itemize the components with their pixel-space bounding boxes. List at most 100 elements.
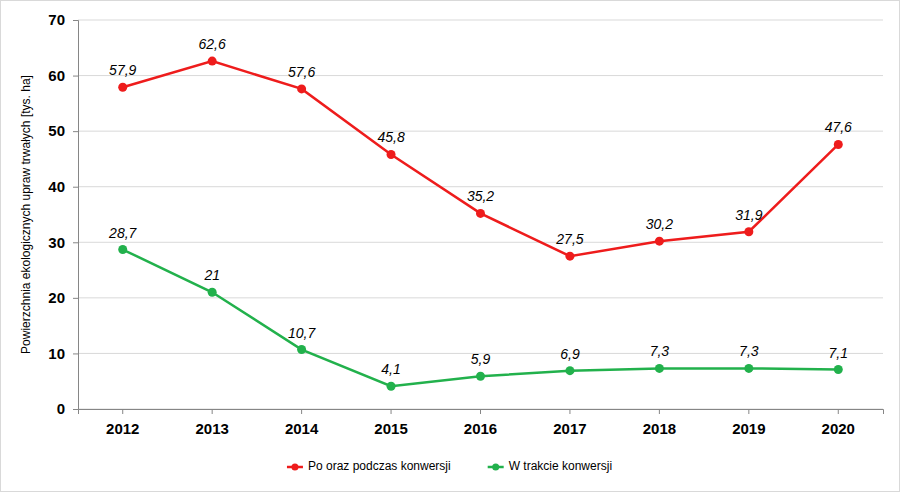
x-tick-label: 2013	[195, 420, 228, 437]
y-tick-mark	[73, 409, 78, 410]
x-tick-mark	[122, 409, 123, 414]
y-tick-mark	[73, 76, 78, 77]
y-axis-line	[73, 21, 79, 410]
series-marker	[834, 365, 843, 374]
y-tick-mark	[73, 242, 78, 243]
x-tick: 2020	[822, 409, 855, 437]
data-label: 21	[203, 267, 220, 283]
y-tick: 30	[48, 234, 78, 251]
x-tick-label: 2017	[553, 420, 586, 437]
y-tick: 10	[48, 345, 78, 362]
series-marker	[118, 245, 127, 254]
x-tick-label: 2020	[822, 420, 855, 437]
data-label: 31,9	[735, 207, 762, 223]
data-label: 6,9	[560, 346, 580, 362]
y-tick-label: 20	[48, 289, 65, 306]
y-tick-label: 40	[48, 178, 65, 195]
series-marker	[744, 227, 753, 236]
y-tick-mark	[73, 131, 78, 132]
y-tick: 0	[57, 400, 78, 417]
x-tick: 2013	[195, 409, 228, 437]
series-marker	[744, 364, 753, 373]
series-line	[123, 61, 839, 256]
y-tick: 70	[48, 11, 78, 28]
y-tick-mark	[73, 353, 78, 354]
x-tick-mark	[480, 409, 481, 414]
series-marker	[565, 252, 574, 261]
series-line	[123, 250, 839, 387]
x-tick-mark	[659, 409, 660, 414]
x-tick: 2016	[464, 409, 497, 437]
x-tick-mark	[838, 409, 839, 414]
data-labels: 57,9 62,6 57,6 45,8 35,2 27,5 30,2 31,9 47,6 28,7…	[108, 36, 852, 377]
series-marker	[118, 83, 127, 92]
grid-line	[78, 20, 883, 21]
x-tick-mark	[212, 409, 213, 414]
y-tick-label: 30	[48, 234, 65, 251]
data-label: 62,6	[199, 36, 226, 52]
series-marker	[297, 84, 306, 93]
data-label: 45,8	[377, 129, 404, 145]
legend-label: W trakcie konwersji	[509, 459, 612, 473]
data-label: 10,7	[288, 325, 316, 341]
chart: 0102030405060702012201320142015201620172…	[0, 0, 900, 492]
grid-line	[78, 297, 883, 298]
series-marker	[387, 150, 396, 159]
x-tick: 2019	[732, 409, 765, 437]
grid	[78, 20, 883, 409]
y-tick: 40	[48, 178, 78, 195]
series-marker	[476, 209, 485, 218]
chart-border	[1, 1, 900, 492]
data-label: 30,2	[646, 216, 673, 232]
legend-marker	[492, 464, 499, 471]
x-tick-label: 2014	[285, 420, 319, 437]
x-tick: 2017	[553, 409, 586, 437]
x-tick-mark	[301, 409, 302, 414]
data-label: 57,9	[109, 62, 136, 78]
x-tick: 2012	[106, 409, 139, 437]
data-label: 47,6	[825, 119, 852, 135]
x-tick-label: 2018	[643, 420, 676, 437]
series-marker	[297, 345, 306, 354]
series-marker	[834, 140, 843, 149]
y-tick-label: 50	[48, 122, 65, 139]
x-tick-mark	[569, 409, 570, 414]
x-tick-mark	[391, 409, 392, 414]
grid-line	[78, 75, 883, 76]
y-tick-mark	[73, 298, 78, 299]
x-tick: 2015	[374, 409, 407, 437]
y-tick-label: 70	[48, 11, 65, 28]
x-tick-mark	[748, 409, 749, 414]
plot-area	[118, 57, 843, 391]
data-label: 28,7	[108, 225, 137, 241]
series-marker	[655, 364, 664, 373]
y-tick: 60	[48, 67, 78, 84]
data-label: 4,1	[381, 361, 400, 377]
series-marker	[208, 288, 217, 297]
x-tick-label: 2015	[374, 420, 407, 437]
series-marker	[387, 382, 396, 391]
data-label: 35,2	[467, 188, 494, 204]
y-tick-mark	[73, 20, 78, 21]
x-tick: 2018	[643, 409, 676, 437]
x-tick: 2014	[285, 409, 319, 437]
data-label: 57,6	[288, 64, 315, 80]
data-label: 7,3	[650, 343, 670, 359]
y-axis-title: Powierzchnia ekologicznych upraw trwałyc…	[19, 75, 33, 354]
data-label: 7,3	[739, 343, 759, 359]
grid-line	[78, 186, 883, 187]
x-tick-label: 2016	[464, 420, 497, 437]
series-marker	[476, 372, 485, 381]
grid-line	[78, 242, 883, 243]
y-tick-mark	[73, 187, 78, 188]
data-label: 27,5	[555, 231, 583, 247]
x-axis: 2012 2013 2014 2015 2016 2017 2018 2019 2020	[79, 409, 884, 437]
y-tick-label: 60	[48, 67, 65, 84]
x-tick-label: 2019	[732, 420, 765, 437]
legend: Po oraz podczas konwersjiW trakcie konwe…	[287, 459, 612, 473]
y-tick-label: 10	[48, 345, 65, 362]
series-marker	[208, 57, 217, 66]
grid-line	[78, 131, 883, 132]
data-label: 7,1	[829, 345, 848, 361]
x-tick-label: 2012	[106, 420, 139, 437]
